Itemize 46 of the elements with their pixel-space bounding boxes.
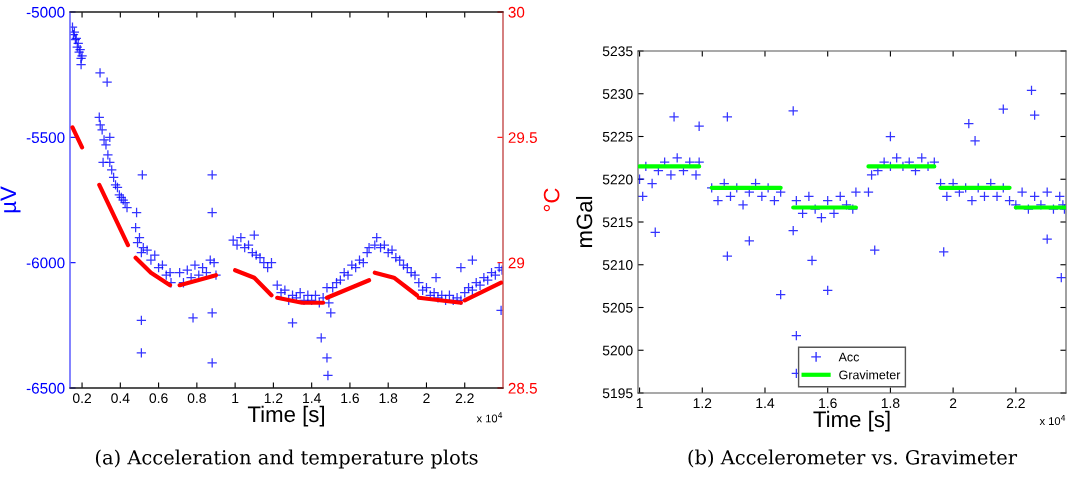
- y-tick-label: -6500: [26, 382, 65, 394]
- y-tick-label: 5195: [602, 388, 633, 399]
- x-tick-label: 1.4: [303, 393, 321, 403]
- x-tick-label: 1.6: [819, 398, 837, 409]
- text: (b) Accelerometer vs. Gravimeter: [688, 449, 1018, 468]
- x-tick-label: 2.2: [1006, 398, 1025, 408]
- y2-tick-label: 30: [508, 6, 525, 18]
- x-tick-label: 1.8: [379, 393, 398, 404]
- y-tick-label: 5215: [602, 217, 633, 228]
- y-tick-label: -5500: [26, 132, 65, 144]
- x-tick-label: 1.8: [881, 398, 900, 409]
- y-tick-label: 5200: [602, 345, 633, 356]
- x-tick-label: 0.8: [187, 393, 206, 404]
- y-axis-title: mGal: [575, 196, 593, 248]
- y2-tick-label: 28.5: [508, 382, 537, 394]
- x-axis-title: Time [s]: [247, 405, 325, 427]
- x-tick-label: 0.6: [149, 393, 168, 404]
- y-tick-label: 5230: [602, 89, 633, 99]
- x-tick-label: 2: [949, 398, 957, 408]
- x-tick-label: 0.4: [111, 393, 130, 404]
- x-tick-label: 1.2: [693, 398, 712, 408]
- x-tick-label: 1: [636, 398, 643, 408]
- y2-tick-label: 29: [508, 257, 525, 269]
- x-tick-label: 2: [423, 393, 430, 403]
- x-tick-label: 0.2: [72, 393, 92, 404]
- y-tick-label: 5220: [602, 174, 633, 185]
- y-axis-title: µV: [0, 186, 21, 213]
- y-tick-label: 5210: [602, 260, 633, 270]
- y-tick-label: 5235: [602, 46, 633, 57]
- y-tick-label: -6000: [26, 257, 65, 269]
- x-tick-label: 1.2: [264, 393, 283, 403]
- x-tick-label: 1: [232, 393, 239, 403]
- x-tick-label: 1.6: [341, 393, 359, 404]
- y-tick-label: 5225: [602, 131, 633, 142]
- text: (a) Acceleration and temperature plots: [95, 449, 478, 469]
- x-tick-label: 2.2: [455, 393, 474, 403]
- y2-tick-label: 29.5: [508, 132, 537, 144]
- legend-label: Gravimeter: [839, 370, 901, 380]
- legend-label: Acc: [838, 352, 860, 362]
- text: x 10$^{4}$: [1039, 414, 1066, 426]
- y-tick-label: -5000: [26, 6, 65, 18]
- y-tick-label: 5205: [602, 302, 633, 313]
- y2-axis-title: °C: [543, 188, 560, 212]
- text: x 10$^{4}$: [476, 412, 503, 423]
- x-tick-label: 1.4: [756, 398, 775, 408]
- x-axis-title: Time [s]: [813, 410, 890, 432]
